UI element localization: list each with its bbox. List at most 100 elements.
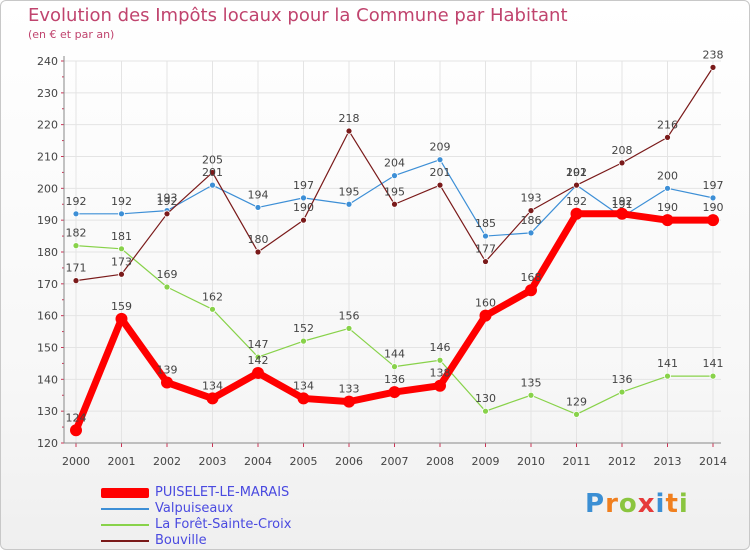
- axes: [61, 56, 721, 447]
- data-label-puiselet: 190: [657, 201, 678, 214]
- x-tick-label: 2000: [62, 455, 90, 468]
- data-point-valpuiseaux: [345, 200, 353, 208]
- data-label-bouville: 238: [703, 48, 724, 61]
- data-point-valpuiseaux: [118, 210, 125, 218]
- data-point-bouville: [345, 127, 353, 135]
- data-label-valpuiseaux: 204: [384, 157, 405, 170]
- x-tick-label: 2013: [654, 455, 682, 468]
- data-point-puiselet: [252, 366, 264, 379]
- data-label-puiselet: 138: [430, 367, 451, 380]
- x-tick-label: 2004: [244, 455, 272, 468]
- data-label-foret: 146: [430, 341, 451, 354]
- x-tick-label: 2014: [699, 455, 727, 468]
- data-point-bouville: [163, 210, 171, 218]
- data-point-puiselet: [661, 214, 674, 227]
- data-label-foret: 136: [612, 373, 633, 386]
- y-tick-label: 220: [37, 119, 58, 132]
- data-point-foret: [72, 242, 80, 250]
- data-point-foret: [118, 245, 125, 253]
- data-point-puiselet: [479, 309, 492, 322]
- data-label-bouville: 171: [66, 262, 87, 275]
- x-tick-label: 2008: [426, 455, 454, 468]
- x-tick-label: 2002: [153, 455, 181, 468]
- data-point-bouville: [618, 159, 626, 167]
- logo-letter: i: [678, 489, 689, 519]
- data-label-valpuiseaux: 194: [248, 188, 269, 201]
- data-label-foret: 141: [657, 357, 678, 370]
- data-point-foret: [345, 324, 353, 332]
- proxiti-logo: Proxiti: [585, 489, 689, 519]
- data-label-foret: 156: [339, 309, 360, 322]
- logo-letter: t: [665, 489, 679, 519]
- data-point-bouville: [209, 169, 216, 176]
- y-tick-label: 230: [37, 87, 58, 100]
- x-tick-label: 2006: [335, 455, 363, 468]
- chart-subtitle: (en € et par an): [28, 28, 115, 41]
- data-point-puiselet: [707, 214, 719, 227]
- data-label-bouville: 216: [657, 118, 678, 131]
- y-tick-label: 170: [37, 278, 58, 291]
- data-label-puiselet: 134: [293, 379, 314, 392]
- x-tick-label: 2001: [108, 455, 136, 468]
- data-label-puiselet: 133: [339, 383, 360, 396]
- y-tick-label: 200: [37, 182, 58, 195]
- data-label-puiselet: 192: [612, 195, 633, 208]
- y-tick-label: 180: [37, 246, 58, 259]
- data-label-valpuiseaux: 201: [202, 166, 223, 179]
- data-label-bouville: 205: [202, 153, 223, 166]
- data-label-foret: 182: [66, 227, 87, 240]
- series-group: [70, 63, 719, 437]
- data-point-bouville: [391, 200, 398, 208]
- data-label-valpuiseaux: 192: [111, 195, 132, 208]
- data-point-bouville: [254, 248, 262, 256]
- data-label-foret: 129: [566, 395, 587, 408]
- legend-swatch-puiselet: [101, 488, 149, 498]
- data-point-puiselet: [434, 379, 446, 392]
- data-label-bouville: 180: [248, 233, 269, 246]
- data-label-puiselet: 192: [566, 195, 587, 208]
- data-label-puiselet: 190: [703, 201, 724, 214]
- data-point-bouville: [573, 181, 580, 189]
- data-label-valpuiseaux: 192: [566, 166, 587, 179]
- data-point-bouville: [482, 258, 489, 265]
- data-point-bouville: [118, 270, 125, 278]
- data-point-foret: [709, 372, 717, 380]
- data-point-bouville: [300, 216, 307, 224]
- data-point-bouville: [72, 277, 80, 285]
- data-label-puiselet: 142: [248, 354, 269, 367]
- y-tick-label: 190: [37, 214, 58, 227]
- data-point-valpuiseaux: [209, 181, 216, 189]
- data-label-valpuiseaux: 193: [157, 192, 178, 205]
- data-point-puiselet: [70, 424, 82, 437]
- x-tick-label: 2005: [290, 455, 318, 468]
- data-point-valpuiseaux: [709, 194, 717, 202]
- data-label-bouville: 193: [521, 192, 542, 205]
- data-point-valpuiseaux: [254, 204, 262, 211]
- data-point-foret: [163, 283, 171, 291]
- data-point-foret: [209, 305, 216, 313]
- data-point-valpuiseaux: [664, 184, 671, 192]
- data-label-bouville: 195: [384, 185, 405, 198]
- logo-letter: o: [618, 489, 638, 519]
- data-point-foret: [300, 337, 307, 345]
- data-label-foret: 130: [475, 392, 496, 405]
- data-label-valpuiseaux: 191: [612, 198, 633, 211]
- data-label-valpuiseaux: 209: [430, 141, 451, 154]
- data-label-puiselet: 160: [475, 297, 496, 310]
- x-tick-label: 2003: [199, 455, 227, 468]
- data-label-puiselet: 159: [111, 300, 132, 313]
- data-point-puiselet: [206, 392, 219, 405]
- data-label-puiselet: 134: [202, 379, 223, 392]
- legend-swatch-valpuiseaux: [101, 508, 149, 510]
- logo-letter: P: [585, 489, 606, 519]
- data-point-foret: [482, 407, 489, 415]
- data-point-puiselet: [343, 395, 355, 408]
- data-label-foret: 152: [293, 322, 314, 335]
- data-point-foret: [254, 353, 262, 361]
- data-label-bouville: 173: [111, 255, 132, 268]
- data-label-puiselet: 139: [157, 364, 178, 377]
- logo-letter: r: [605, 489, 619, 519]
